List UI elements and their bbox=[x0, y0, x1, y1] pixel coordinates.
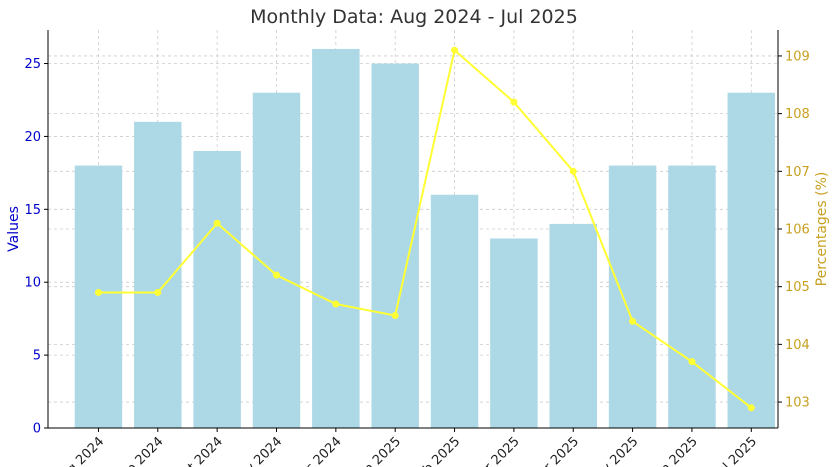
y-right-tick-label: 105 bbox=[785, 280, 810, 295]
line-point bbox=[569, 167, 577, 175]
line-point bbox=[94, 288, 102, 296]
x-tick-label: Jun 2025 bbox=[649, 434, 701, 467]
line-point bbox=[688, 358, 696, 366]
y-tick-label: 5 bbox=[33, 349, 41, 364]
bar bbox=[549, 223, 597, 428]
bar bbox=[608, 165, 657, 429]
y-tick-label: 20 bbox=[24, 130, 41, 145]
bar bbox=[490, 238, 538, 428]
bar bbox=[193, 151, 241, 428]
y-tick-label: 15 bbox=[24, 203, 41, 218]
bar bbox=[74, 165, 123, 429]
line-point bbox=[747, 404, 755, 412]
line-point bbox=[213, 219, 221, 227]
bar bbox=[727, 92, 776, 428]
y-axis-label: Values bbox=[6, 206, 22, 252]
line-point bbox=[629, 317, 637, 325]
x-tick-label: Sep 2024 bbox=[112, 434, 166, 467]
y-right-tick-label: 109 bbox=[785, 49, 810, 64]
x-tick-label: Nov 2024 bbox=[230, 434, 285, 467]
x-tick-label: Jul 2025 bbox=[711, 434, 760, 467]
y-right-tick-label: 103 bbox=[785, 396, 810, 411]
y-right-tick-label: 108 bbox=[785, 107, 810, 122]
line-series bbox=[94, 46, 755, 412]
x-tick-label: Jan 2025 bbox=[352, 434, 404, 467]
x-tick-label: Apr 2025 bbox=[529, 434, 582, 467]
chart-title: Monthly Data: Aug 2024 - Jul 2025 bbox=[250, 6, 578, 28]
y-tick-label: 25 bbox=[24, 57, 41, 72]
x-tick-label: Mar 2025 bbox=[468, 434, 522, 467]
line-point bbox=[332, 300, 340, 308]
x-tick-label: May 2025 bbox=[585, 434, 641, 467]
line-point bbox=[154, 288, 162, 296]
x-tick-label: Dec 2024 bbox=[290, 434, 345, 467]
y-right-tick-label: 106 bbox=[785, 223, 810, 238]
x-tick-label: Feb 2025 bbox=[410, 434, 463, 467]
series-line bbox=[98, 48, 752, 409]
bar bbox=[134, 121, 182, 428]
y-tick-label: 0 bbox=[33, 422, 41, 437]
line-point bbox=[272, 271, 280, 279]
line-point bbox=[391, 312, 399, 320]
bar bbox=[312, 48, 360, 428]
bar bbox=[430, 194, 479, 428]
line-point bbox=[510, 98, 518, 106]
axes bbox=[44, 30, 782, 432]
x-tick-label: Oct 2024 bbox=[173, 434, 226, 467]
bar bbox=[668, 165, 716, 429]
y-right-tick-label: 107 bbox=[785, 165, 810, 180]
y-axis-right-label: Percentages (%) bbox=[814, 172, 830, 287]
line-point bbox=[451, 46, 459, 54]
x-tick-label: Aug 2024 bbox=[52, 434, 107, 467]
y-tick-label: 10 bbox=[24, 276, 41, 291]
y-right-tick-label: 104 bbox=[785, 338, 810, 353]
bars bbox=[74, 48, 776, 429]
